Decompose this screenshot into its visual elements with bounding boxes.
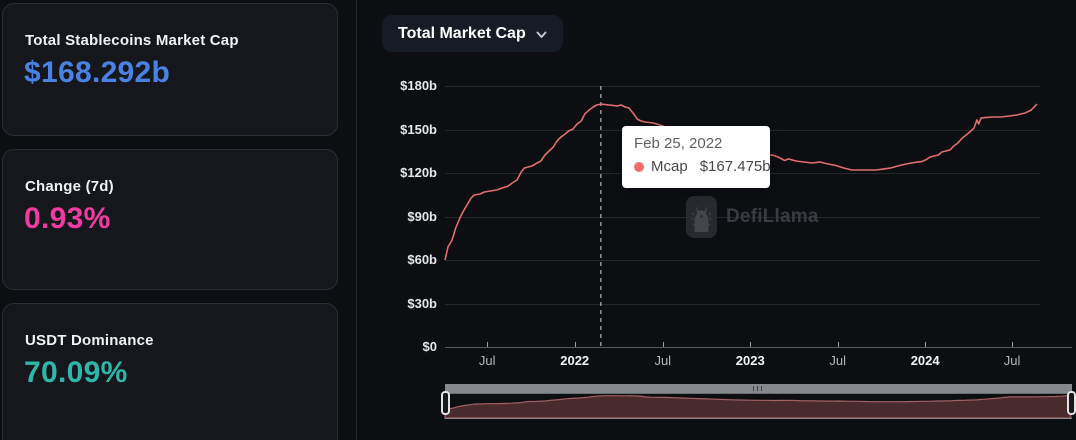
stat-label: Change (7d) — [25, 178, 114, 195]
x-axis-tick — [487, 342, 489, 347]
y-axis-label: $0 — [422, 339, 437, 354]
x-axis-tick — [1012, 342, 1014, 347]
y-axis-label: $30b — [407, 295, 437, 311]
brush-handle-left[interactable] — [441, 391, 450, 415]
series-dot-icon — [634, 161, 644, 172]
y-gridline — [445, 260, 1040, 261]
chart-type-label: Total Market Cap — [398, 24, 526, 42]
watermark-text: DefiLlama — [726, 206, 819, 227]
y-axis-label: $150b — [400, 121, 437, 137]
total-market-cap-card: Total Stablecoins Market Cap $168.292b — [2, 3, 338, 136]
tooltip-value: $167.475b — [699, 158, 771, 175]
chevron-down-icon — [536, 31, 547, 38]
y-axis-label: $90b — [407, 208, 437, 224]
x-axis-label: 2023 — [735, 353, 765, 368]
y-axis-label: $180b — [400, 78, 437, 93]
y-axis-label: $60b — [407, 252, 437, 267]
y-gridline — [445, 86, 1040, 87]
x-axis-tick — [750, 342, 752, 347]
brush-mini-area-chart — [444, 395, 1072, 419]
stat-label: Total Stablecoins Market Cap — [25, 32, 239, 49]
brush-grip-icon[interactable] — [753, 386, 765, 391]
y-gridline — [445, 303, 1040, 305]
change-7d-card: Change (7d) 0.93% — [2, 149, 338, 290]
vertical-divider — [356, 0, 357, 440]
x-axis-tick — [662, 342, 664, 347]
tooltip-date: Feb 25, 2022 — [634, 135, 723, 152]
x-axis-label: Jul — [829, 353, 846, 368]
x-axis-label: Jul — [478, 353, 496, 368]
stat-value: 0.93% — [24, 202, 111, 235]
stat-label: USDT Dominance — [25, 332, 154, 349]
x-axis-label: Jul — [1003, 353, 1021, 368]
stat-value: 70.09% — [24, 356, 128, 389]
x-axis-tick — [574, 342, 576, 347]
stat-value: $168.292b — [24, 56, 171, 89]
defillama-llama-icon — [686, 196, 717, 238]
defillama-watermark: DefiLlama — [686, 196, 819, 238]
brush-baseline — [445, 418, 1072, 419]
usdt-dominance-card: USDT Dominance 70.09% — [2, 303, 338, 440]
brush-handle-right[interactable] — [1067, 391, 1076, 415]
chart-tooltip: Feb 25, 2022 Mcap $167.475b — [622, 126, 771, 188]
x-axis-label: 2022 — [560, 353, 590, 368]
y-axis-label: $120b — [400, 165, 437, 180]
chart-type-dropdown[interactable]: Total Market Cap — [382, 15, 563, 52]
x-axis-label: Jul — [654, 353, 672, 368]
x-axis-label: 2024 — [910, 353, 940, 368]
tooltip-series-label: Mcap — [651, 158, 688, 175]
x-axis-tick — [925, 342, 927, 347]
x-axis-tick — [837, 342, 839, 347]
x-axis-line — [445, 347, 1072, 348]
